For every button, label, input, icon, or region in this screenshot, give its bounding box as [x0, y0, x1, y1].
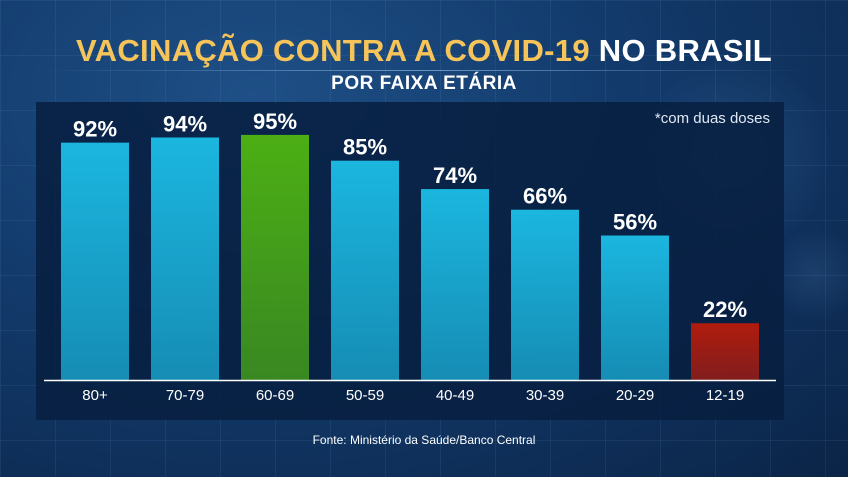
chart-subtitle: POR FAIXA ETÁRIA — [331, 73, 517, 94]
value-label-80+: 92% — [73, 117, 117, 142]
title-divider — [40, 70, 808, 71]
chart-panel: 92% 80+ 94% 70-79 95% 60-69 85% 50-59 74% 40-49 66… — [36, 102, 784, 420]
bar-50-59 — [331, 160, 399, 380]
category-label-70-79: 70-79 — [166, 387, 204, 404]
chart-title-country: NO BRASIL — [598, 33, 772, 68]
value-label-40-49: 74% — [433, 163, 477, 188]
chart-title: VACINAÇÃO CONTRA A COVID-19 NO BRASIL — [0, 33, 848, 69]
bar-80+ — [61, 142, 129, 380]
category-label-40-49: 40-49 — [436, 387, 474, 404]
chart-title-main: VACINAÇÃO CONTRA A COVID-19 — [75, 33, 590, 68]
category-label-60-69: 60-69 — [256, 387, 294, 404]
value-label-60-69: 95% — [253, 109, 297, 134]
bar-60-69 — [241, 134, 309, 380]
bar-20-29 — [601, 235, 669, 380]
category-label-80+: 80+ — [82, 387, 108, 404]
value-label-12-19: 22% — [703, 297, 747, 322]
value-label-70-79: 94% — [163, 111, 207, 136]
bar-chart: 92% 80+ 94% 70-79 95% 60-69 85% 50-59 74% 40-49 66… — [44, 109, 776, 404]
value-label-30-39: 66% — [523, 184, 567, 209]
chart-source: Fonte: Ministério da Saúde/Banco Central — [312, 433, 536, 447]
category-label-50-59: 50-59 — [346, 387, 384, 404]
category-label-20-29: 20-29 — [616, 387, 654, 404]
value-label-20-29: 56% — [613, 210, 657, 235]
value-label-50-59: 85% — [343, 135, 387, 160]
chart-note: *com duas doses — [654, 110, 770, 127]
bar-70-79 — [151, 137, 219, 380]
bar-30-39 — [511, 209, 579, 380]
category-label-12-19: 12-19 — [706, 387, 744, 404]
bar-12-19 — [691, 323, 759, 380]
bar-40-49 — [421, 189, 489, 380]
category-label-30-39: 30-39 — [526, 387, 564, 404]
